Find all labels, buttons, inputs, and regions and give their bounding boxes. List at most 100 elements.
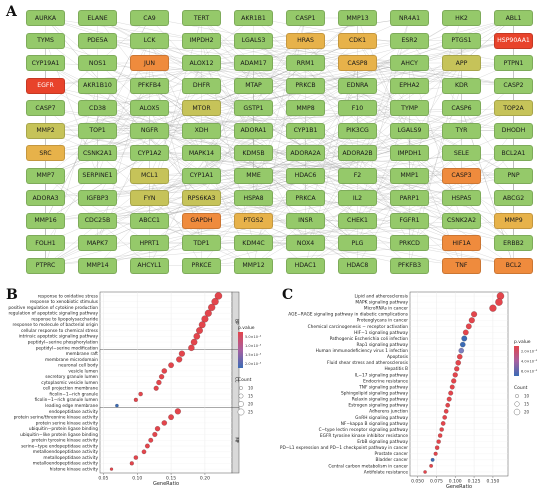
ppi-node-gstp1: GSTP1 xyxy=(234,100,273,116)
term-label: Apoptosis xyxy=(387,354,409,360)
term-dot xyxy=(168,414,174,420)
legend-size-dot xyxy=(238,401,244,407)
ppi-node-prkcb: PRKCB xyxy=(286,77,325,94)
term-dot xyxy=(455,360,461,366)
term-dot xyxy=(438,433,443,438)
term-label: ubiquitin−like protein ligase binding xyxy=(20,432,98,438)
term-label: ubiquitin−protein ligase binding xyxy=(29,426,98,432)
ppi-node-kdm4c: KDM4C xyxy=(234,235,273,251)
ppi-node-lgals3: LGALS3 xyxy=(234,32,273,49)
ppi-node-prkca: PRKCA xyxy=(286,190,325,206)
ppi-node-tyr: TYR xyxy=(442,122,481,139)
ppi-node-abcc1: ABCC1 xyxy=(130,212,169,229)
facet-label: CC xyxy=(235,377,240,383)
term-label: AGE−RAGE signaling pathway in diabetic c… xyxy=(288,312,408,318)
term-label: cell projection membrane xyxy=(43,386,98,392)
term-label: MAPK signaling pathway xyxy=(355,300,408,306)
ppi-node-mmp9: MMP9 xyxy=(494,212,533,229)
term-label: positive regulation of cytokine producti… xyxy=(8,305,98,311)
term-label: ficolin−1−rich granule xyxy=(49,391,98,397)
ppi-node-cdk1: CDK1 xyxy=(338,32,377,49)
ppi-node-csnk2a1: CSNK2A1 xyxy=(78,145,117,161)
ppi-node-mcl1: MCL1 xyxy=(130,167,169,184)
ppi-edge xyxy=(305,62,358,266)
term-dot xyxy=(115,403,119,408)
term-dot xyxy=(141,449,147,455)
facet-panel-bp xyxy=(99,291,233,352)
term-dot xyxy=(156,379,162,386)
ppi-node-egfr: EGFR xyxy=(26,77,65,94)
ppi-node-hras: HRAS xyxy=(286,32,325,49)
ppi-edge xyxy=(253,17,410,41)
ppi-node-pfkfb4: PFKFB4 xyxy=(130,77,169,94)
panel-a-letter: A xyxy=(6,4,17,20)
ppi-node-xdh: XDH xyxy=(182,122,221,139)
ppi-node-tert: TERT xyxy=(182,10,221,26)
term-dot xyxy=(445,402,450,408)
ppi-node-parp1: PARP1 xyxy=(390,190,429,206)
term-dot xyxy=(178,350,185,357)
term-label: IL−17 signaling pathway xyxy=(355,372,409,378)
ppi-node-impdh2: IMPDH2 xyxy=(182,32,221,49)
ppi-node-pnp: PNP xyxy=(494,167,533,184)
term-dot xyxy=(109,467,114,471)
ppi-node-hspa8: HSPA8 xyxy=(234,190,273,206)
legend-size-dot xyxy=(239,386,243,390)
term-label: response to lipopolysaccharide xyxy=(31,316,98,322)
ppi-node-kdr: KDR xyxy=(442,77,481,94)
x-tick-label: 0.125 xyxy=(468,479,481,485)
term-dot xyxy=(201,315,209,323)
ppi-node-rrm1: RRM1 xyxy=(286,55,325,71)
ppi-node-mmp14: MMP14 xyxy=(78,257,117,274)
term-dot xyxy=(133,397,138,402)
term-label: response to oxidative stress xyxy=(38,293,99,299)
term-dot xyxy=(193,333,201,340)
ppi-node-fgfr1: FGFR1 xyxy=(390,212,429,229)
ppi-node-cyp1a2: CYP1A2 xyxy=(130,145,169,161)
term-label: metalloendopeptidase activity xyxy=(33,449,99,455)
legend-size-title: Count xyxy=(238,377,252,383)
ppi-node-lck: LCK xyxy=(130,32,169,49)
ppi-node-mmp12: MMP12 xyxy=(234,257,273,274)
ppi-node-ednra: EDNRA xyxy=(338,77,377,94)
legend-color-label: 6.0×10⁻⁶ xyxy=(521,369,538,373)
legend-size-label: 20 xyxy=(524,410,530,415)
ppi-node-top1: TOP1 xyxy=(78,122,117,139)
ppi-edge xyxy=(149,197,462,266)
ppi-node-folh1: FOLH1 xyxy=(26,235,65,251)
x-tick-label: 0.10 xyxy=(132,476,142,482)
term-label: GnRH signaling pathway xyxy=(355,415,408,421)
term-label: Rap1 signaling pathway xyxy=(356,342,408,348)
ppi-node-hdac6: HDAC6 xyxy=(286,167,325,184)
ppi-node-casp6: CASP6 xyxy=(442,100,481,116)
ppi-node-impdh1: IMPDH1 xyxy=(390,145,429,161)
legend-colorbar xyxy=(514,346,519,376)
term-label: peptidyl−serine modification xyxy=(36,345,99,351)
ppi-node-adora3: ADORA3 xyxy=(26,190,65,206)
term-dot xyxy=(442,415,447,420)
ppi-edge xyxy=(461,130,514,199)
term-label: response to molecule of bacterial origin xyxy=(13,322,99,328)
ppi-node-insr: INSR xyxy=(286,212,325,229)
term-label: cellular response to chemical stress xyxy=(21,328,99,334)
ppi-node-tnf: TNF xyxy=(442,257,481,274)
ppi-node-hspa5: HSPA5 xyxy=(442,190,481,206)
ppi-node-mmp16: MMP16 xyxy=(26,212,65,229)
term-label: membrane raft xyxy=(66,351,99,357)
ppi-node-f10: F10 xyxy=(338,100,377,116)
legend-size-label: 25 xyxy=(248,410,254,415)
ppi-node-abl1: ABL1 xyxy=(494,10,533,26)
term-dot xyxy=(446,396,452,402)
ppi-node-hif1a: HIF1A xyxy=(442,235,481,251)
term-label: PD−L1 expression and PD−1 checkpoint pat… xyxy=(280,445,408,451)
term-dot xyxy=(454,366,460,372)
ppi-node-gapdh: GAPDH xyxy=(182,212,221,229)
term-dot xyxy=(188,344,195,352)
plot-frame xyxy=(409,291,509,477)
term-label: Chemical carcinogenesis − receptor activ… xyxy=(308,324,409,330)
ppi-node-akr1b10: AKR1B10 xyxy=(78,77,117,94)
ppi-edge xyxy=(45,17,202,199)
term-label: intrinsic apoptotic signaling pathway xyxy=(19,334,99,340)
ppi-node-mtap: MTAP xyxy=(234,77,273,94)
